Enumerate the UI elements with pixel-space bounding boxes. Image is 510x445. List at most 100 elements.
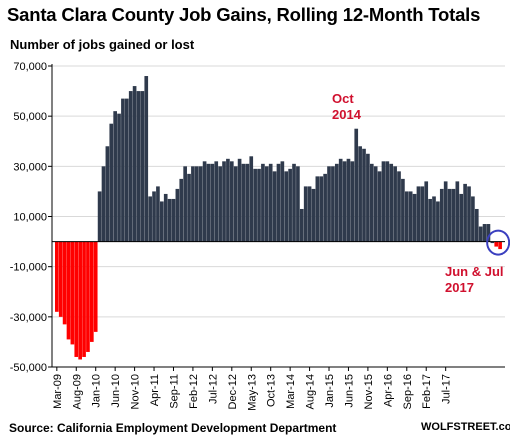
- x-tick-label: Jun-15: [343, 374, 355, 408]
- y-tick-label: 30,000: [13, 161, 47, 173]
- bar: [268, 163, 273, 242]
- bar: [439, 188, 444, 242]
- bar: [478, 226, 483, 242]
- bar: [432, 196, 436, 242]
- bar: [362, 148, 366, 242]
- x-tick-label: Jun-10: [110, 374, 122, 408]
- bar: [373, 166, 378, 242]
- bar: [249, 156, 254, 242]
- bar: [288, 168, 292, 242]
- annotation-jun-jul-2017: Jun & Jul 2017: [445, 264, 504, 295]
- source-note: Source: California Employment Developmen…: [9, 421, 337, 435]
- bar: [315, 176, 320, 242]
- bar: [198, 166, 203, 242]
- bar: [253, 168, 257, 242]
- bar: [366, 153, 370, 242]
- x-tick-label: Jan-10: [91, 374, 103, 408]
- bar: [319, 176, 324, 242]
- y-tick-label: 10,000: [13, 212, 47, 224]
- bar: [132, 86, 137, 242]
- bar: [369, 163, 374, 242]
- bar: [424, 181, 429, 242]
- watermark: WOLFSTREET.com: [421, 421, 510, 433]
- bar: [121, 98, 125, 242]
- bar: [70, 241, 75, 345]
- bar: [331, 166, 335, 242]
- bar: [241, 163, 246, 242]
- bar: [354, 128, 359, 242]
- bar: [455, 181, 460, 242]
- bar: [140, 91, 145, 242]
- bar: [381, 161, 386, 242]
- bar: [408, 191, 413, 242]
- x-tick-label: Sep-16: [402, 374, 414, 409]
- bar: [105, 146, 110, 242]
- bar: [436, 201, 440, 242]
- bar: [350, 161, 355, 242]
- bar: [187, 173, 191, 242]
- bar: [412, 193, 417, 242]
- bar: [152, 191, 156, 242]
- y-tick-label: -30,000: [10, 312, 47, 324]
- bar: [202, 161, 207, 242]
- bar: [463, 183, 467, 242]
- bar: [58, 241, 63, 317]
- bar: [218, 166, 222, 242]
- x-tick-label: Feb-17: [421, 374, 433, 409]
- bar: [233, 166, 238, 242]
- bar: [214, 161, 219, 242]
- bar: [136, 91, 141, 242]
- bar: [144, 76, 149, 242]
- bar: [229, 161, 234, 242]
- bar: [404, 191, 409, 242]
- bar: [280, 161, 285, 242]
- bar: [401, 178, 405, 242]
- bar: [261, 163, 265, 242]
- y-tick-label: 70,000: [13, 61, 47, 73]
- bar: [113, 111, 117, 242]
- bar: [183, 166, 187, 242]
- bar: [128, 91, 133, 242]
- bar: [257, 168, 261, 242]
- chart-title: Santa Clara County Job Gains, Rolling 12…: [7, 4, 481, 25]
- bar: [482, 224, 487, 242]
- bar: [389, 163, 394, 242]
- bar: [194, 166, 199, 242]
- bar: [90, 241, 94, 342]
- bar: [167, 198, 172, 242]
- bar: [55, 241, 59, 312]
- bar: [451, 188, 456, 242]
- bar: [159, 201, 164, 242]
- x-tick-label: Jul-12: [207, 374, 219, 404]
- bar: [66, 241, 71, 340]
- bar: [416, 186, 421, 242]
- highlight-circle: [486, 229, 510, 256]
- bar: [210, 163, 215, 242]
- bar: [443, 181, 448, 242]
- bar: [171, 198, 176, 242]
- x-tick-label: May-13: [246, 374, 258, 411]
- bar: [82, 241, 86, 357]
- bar: [471, 196, 475, 242]
- bar: [292, 163, 296, 242]
- tick-labels: 70,000 50,000 30,000 10,000 -10,000 -30,000 -5…: [10, 61, 453, 411]
- bar: [377, 171, 382, 242]
- bar: [156, 186, 160, 242]
- bar: [323, 173, 327, 242]
- x-tick-label: Mar-14: [285, 374, 297, 409]
- bar: [284, 171, 289, 242]
- x-tick-label: Aug-14: [305, 374, 317, 409]
- bar: [467, 186, 471, 242]
- bar: [334, 163, 339, 242]
- bar: [109, 123, 114, 242]
- bar: [459, 193, 464, 242]
- x-tick-label: Aug-09: [71, 374, 83, 409]
- x-tick-label: Oct-13: [266, 374, 278, 407]
- bar: [272, 171, 277, 242]
- bar: [299, 208, 304, 242]
- bar: [342, 161, 347, 242]
- x-tick-label: Feb-12: [188, 374, 200, 409]
- bar: [97, 191, 102, 242]
- bar: [311, 188, 316, 242]
- y-tick-label: -50,000: [10, 362, 47, 374]
